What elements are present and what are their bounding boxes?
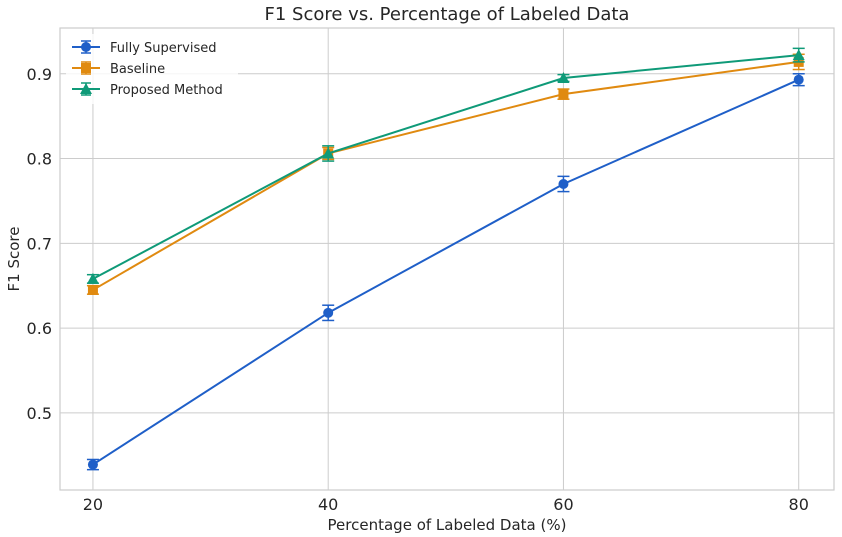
series-line	[92, 78, 800, 466]
series-line	[92, 54, 799, 280]
x-tick-label: 80	[789, 495, 809, 514]
y-tick-label: 0.5	[27, 404, 52, 423]
legend-label: Fully Supervised	[110, 41, 216, 56]
data-point	[86, 272, 99, 284]
tick-labels: 20 40 60 80 0.5 0.6 0.7 0.8 0.9	[27, 65, 809, 514]
x-tick-label: 40	[318, 495, 338, 514]
legend-label: Proposed Method	[110, 83, 223, 98]
x-tick-label: 60	[553, 495, 573, 514]
series-2	[86, 47, 805, 284]
legend-marker	[81, 63, 91, 73]
series-0	[86, 73, 805, 471]
data-point	[557, 72, 570, 84]
y-tick-label: 0.6	[27, 319, 52, 338]
x-axis-label: Percentage of Labeled Data (%)	[328, 516, 567, 534]
data-point	[558, 89, 569, 100]
data-point	[322, 147, 335, 159]
y-tick-label: 0.9	[27, 65, 52, 84]
chart-title: F1 Score vs. Percentage of Labeled Data	[265, 4, 630, 25]
y-tick-label: 0.7	[27, 234, 52, 253]
data-point	[793, 74, 804, 85]
data-point	[323, 307, 334, 318]
y-axis-label: F1 Score	[5, 227, 23, 292]
data-point	[792, 49, 805, 61]
data-point	[558, 178, 569, 189]
series-line	[92, 60, 799, 291]
data-point	[87, 459, 98, 470]
series-group	[86, 47, 805, 471]
legend: Fully Supervised Baseline Proposed Method	[66, 34, 238, 104]
legend-marker	[81, 42, 91, 52]
legend-marker	[80, 83, 92, 94]
x-tick-label: 20	[83, 495, 103, 514]
legend-label: Baseline	[110, 62, 165, 77]
plot-frame	[59, 27, 835, 491]
y-tick-label: 0.8	[27, 150, 52, 169]
data-point	[87, 284, 98, 295]
